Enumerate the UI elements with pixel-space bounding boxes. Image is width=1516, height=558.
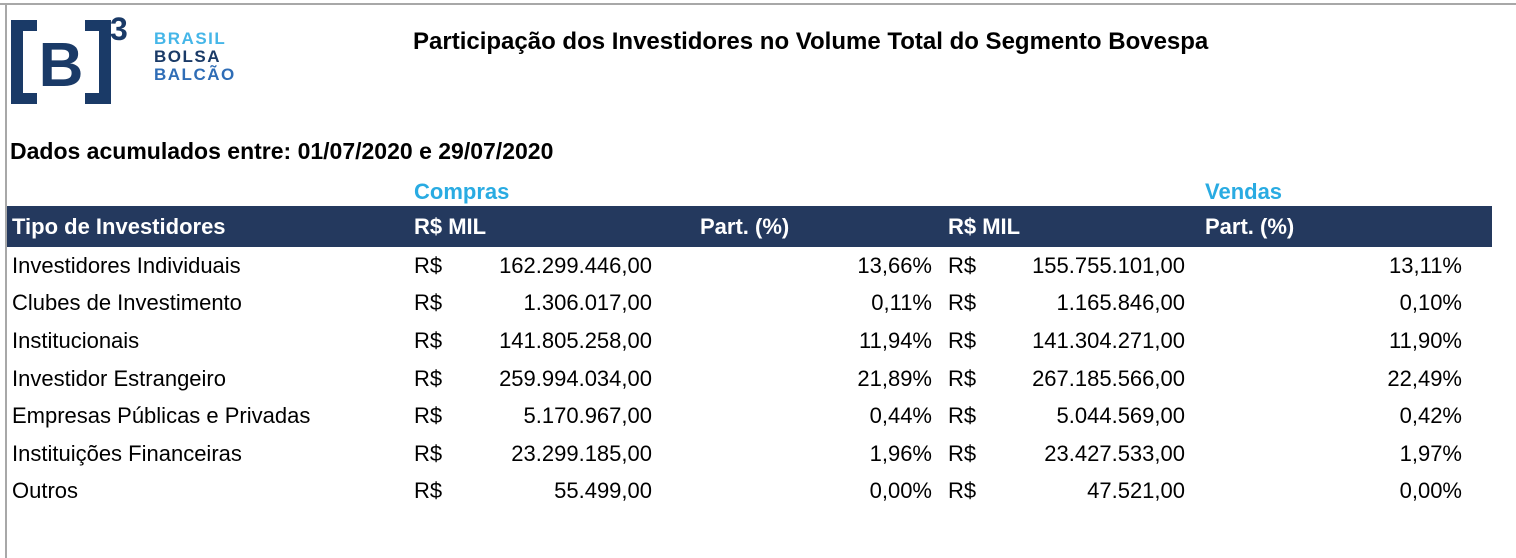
vendas-part-cell: 1,97% [1399, 440, 1462, 466]
left-border-line [5, 3, 7, 558]
investor-type-cell: Institucionais [12, 327, 140, 353]
compras-currency-symbol: R$ [414, 440, 443, 466]
compras-part-cell: 0,11% [871, 290, 932, 316]
logo-letter: B [39, 31, 84, 100]
page-title: Participação dos Investidores no Volume … [413, 28, 1209, 55]
table-row: Instituições Financeiras R$ 23.299.185,0… [7, 435, 1492, 473]
compras-value-cell: 141.805.258,00 [499, 327, 652, 353]
table-row: Outros R$ 55.499,00 0,00% R$ 47.521,00 0… [7, 473, 1492, 511]
investor-type-cell: Outros [12, 478, 79, 504]
vendas-currency-symbol: R$ [948, 327, 977, 353]
vendas-value-cell: 5.044.569,00 [1056, 403, 1185, 429]
table-row: Clubes de Investimento R$ 1.306.017,00 0… [7, 285, 1492, 323]
compras-value-cell: 55.499,00 [554, 478, 652, 504]
vendas-currency-symbol: R$ [948, 403, 977, 429]
vendas-currency-symbol: R$ [948, 440, 977, 466]
investors-table: Compras Vendas Tipo de Investidores R$ M… [7, 177, 1492, 510]
compras-currency-symbol: R$ [414, 290, 443, 316]
table-header-row: Tipo de Investidores R$ MIL Part. (%) R$… [7, 206, 1492, 247]
compras-part-cell: 1,96% [869, 440, 932, 466]
header-compras-rsmil: R$ MIL [414, 213, 487, 239]
investor-type-cell: Clubes de Investimento [12, 290, 242, 316]
compras-part-cell: 0,44% [869, 403, 932, 429]
investor-type-cell: Investidores Individuais [12, 252, 241, 278]
vendas-value-cell: 23.427.533,00 [1044, 440, 1185, 466]
compras-value-cell: 162.299.446,00 [499, 252, 652, 278]
table-row: Investidores Individuais R$ 162.299.446,… [7, 247, 1492, 285]
vendas-part-cell: 13,11% [1389, 252, 1462, 278]
wordmark-line-bolsa: BOLSA [154, 47, 221, 66]
table-row: Investidor Estrangeiro R$ 259.994.034,00… [7, 360, 1492, 398]
wordmark-line-balcao: BALCÃO [154, 65, 236, 84]
compras-group-header: Compras [414, 178, 510, 204]
logo-superscript: 3 [110, 12, 128, 47]
vendas-part-cell: 22,49% [1387, 365, 1462, 391]
vendas-currency-symbol: R$ [948, 290, 977, 316]
compras-value-cell: 259.994.034,00 [499, 365, 652, 391]
compras-value-cell: 5.170.967,00 [523, 403, 652, 429]
compras-part-cell: 11,94% [859, 327, 932, 353]
vendas-value-cell: 267.185.566,00 [1032, 365, 1185, 391]
b3-wordmark: BRASIL BOLSA BALCÃO [154, 30, 236, 84]
investor-type-cell: Investidor Estrangeiro [12, 365, 226, 391]
vendas-value-cell: 155.755.101,00 [1032, 252, 1185, 278]
investor-type-cell: Empresas Públicas e Privadas [12, 403, 311, 429]
vendas-part-cell: 0,42% [1399, 403, 1462, 429]
compras-currency-symbol: R$ [414, 478, 443, 504]
compras-part-cell: 0,00% [869, 478, 932, 504]
vendas-part-cell: 0,10% [1399, 290, 1462, 316]
compras-part-cell: 21,89% [857, 365, 932, 391]
header-compras-part: Part. (%) [700, 213, 790, 239]
compras-part-cell: 13,66% [857, 252, 932, 278]
vendas-currency-symbol: R$ [948, 478, 977, 504]
wordmark-line-brasil: BRASIL [154, 29, 227, 48]
compras-currency-symbol: R$ [414, 403, 443, 429]
header-vendas-part: Part. (%) [1205, 213, 1295, 239]
compras-currency-symbol: R$ [414, 365, 443, 391]
header-vendas-rsmil: R$ MIL [948, 213, 1021, 239]
vendas-part-cell: 0,00% [1399, 478, 1462, 504]
vendas-value-cell: 1.165.846,00 [1056, 290, 1185, 316]
vendas-part-cell: 11,90% [1389, 327, 1462, 353]
compras-currency-symbol: R$ [414, 327, 443, 353]
b3-logo: B 3 BRASIL BOLSA BALCÃO [10, 12, 236, 104]
table-row: Empresas Públicas e Privadas R$ 5.170.96… [7, 397, 1492, 435]
vendas-currency-symbol: R$ [948, 365, 977, 391]
header-investor-type: Tipo de Investidores [12, 213, 226, 239]
investor-type-cell: Instituições Financeiras [12, 440, 242, 466]
table-body: Investidores Individuais R$ 162.299.446,… [7, 247, 1492, 510]
vendas-value-cell: 141.304.271,00 [1032, 327, 1185, 353]
vendas-value-cell: 47.521,00 [1087, 478, 1185, 504]
vendas-group-header: Vendas [1205, 178, 1283, 204]
period-label: Dados acumulados entre: 01/07/2020 e 29/… [10, 138, 554, 164]
group-header-row: Compras Vendas [7, 177, 1492, 206]
compras-currency-symbol: R$ [414, 252, 443, 278]
compras-value-cell: 23.299.185,00 [511, 440, 652, 466]
b3-logo-mark-icon: B 3 [11, 12, 128, 104]
top-border-line [0, 3, 1516, 5]
table-row: Institucionais R$ 141.805.258,00 11,94% … [7, 322, 1492, 360]
vendas-currency-symbol: R$ [948, 252, 977, 278]
compras-value-cell: 1.306.017,00 [523, 290, 652, 316]
